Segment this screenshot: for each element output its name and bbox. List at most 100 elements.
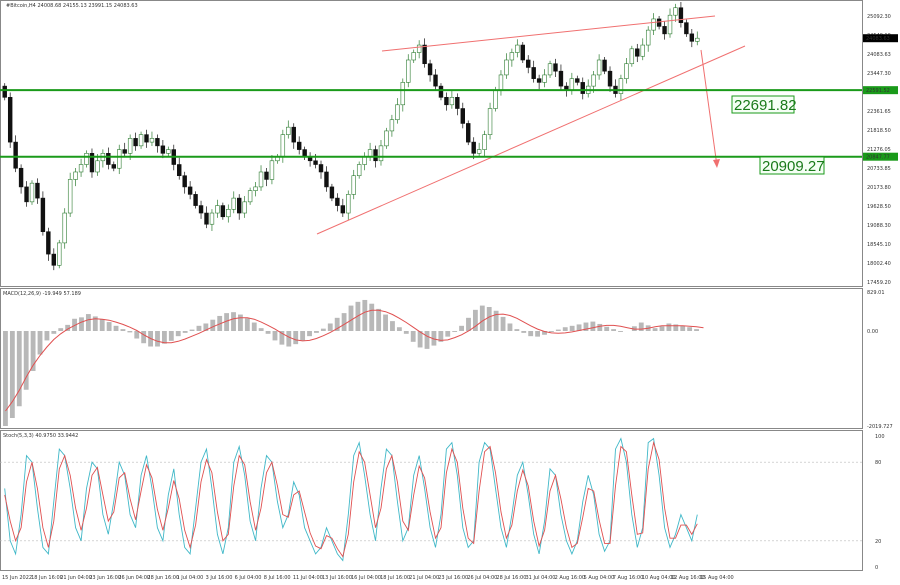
price-tag-label: 22591.52 [866, 88, 890, 94]
level-value-lower: 20909.27 [762, 158, 825, 175]
price-tick-label: 22361.65 [867, 109, 891, 115]
candle-body [422, 44, 427, 65]
candle-body [231, 197, 236, 210]
macd-series: 829.01 0.00 -2019.727 [3, 290, 893, 430]
projection-arrowhead [713, 159, 720, 168]
candle-body [635, 48, 640, 57]
candle-body [591, 74, 596, 87]
candle-body [482, 134, 487, 150]
candle-body [378, 145, 384, 162]
candle-body [117, 149, 122, 169]
time-tick-label: 28 Jun 16:00 [147, 575, 179, 581]
macd-scale-label: 0.00 [867, 329, 878, 335]
candle-body [84, 153, 89, 165]
time-tick-label: 23 Jul 16:00 [438, 575, 468, 581]
candle-body [569, 78, 575, 91]
candle-body [209, 212, 215, 225]
level-label-lower[interactable]: 20909.27 [759, 156, 825, 175]
candle-body [542, 74, 547, 83]
candle-body [504, 59, 509, 76]
candle-body [536, 78, 542, 83]
candle-body [13, 141, 18, 169]
candle-body [684, 22, 689, 35]
candle-body [476, 149, 482, 154]
candle-body [373, 149, 378, 162]
price-tick-label: 21276.05 [867, 147, 891, 153]
price-tick-label: 21818.50 [867, 128, 891, 134]
candle-body [253, 186, 258, 191]
candle-body [280, 134, 286, 158]
candle-body [144, 134, 149, 143]
candle-body [51, 253, 57, 266]
candle-body [580, 82, 585, 94]
candle-body [24, 186, 29, 203]
candle-body [149, 138, 155, 143]
candle-body [460, 108, 465, 124]
candle-body [384, 130, 389, 147]
stoch-series: 100 80 20 0 [0, 434, 885, 571]
candle-body [226, 209, 231, 218]
price-tick-label: 19628.50 [867, 204, 891, 210]
stoch-scale-label: 80 [875, 460, 881, 466]
time-tick-label: 15 Jun 2022 [2, 575, 32, 581]
candle-body [324, 171, 329, 188]
projection-arrow-line [700, 49, 718, 167]
candle-body [18, 167, 24, 188]
wedge-lower-line [316, 45, 746, 235]
candle-body [177, 164, 182, 177]
time-tick-label: 16 Jul 04:00 [351, 575, 381, 581]
price-tick-label: 18002.40 [867, 261, 891, 267]
candle-body [67, 179, 73, 214]
candlestick-series [2, 1, 700, 271]
candle-body [242, 201, 247, 214]
candle-body [531, 67, 536, 79]
candle-body [596, 59, 602, 76]
macd-signal-line [5, 309, 704, 412]
price-tag-box [863, 86, 898, 95]
candle-body [433, 74, 438, 87]
time-tick-label: 28 Jul 16:00 [496, 575, 526, 581]
candle-body [95, 160, 100, 173]
time-tick-label: 2 Aug 16:00 [555, 575, 586, 581]
candle-body [455, 97, 460, 109]
candle-body [35, 182, 40, 199]
candle-body [291, 126, 296, 143]
candle-body [689, 33, 695, 42]
candle-body [547, 63, 553, 76]
price-tag-label: 24083.63 [866, 36, 890, 42]
time-tick-label: 8 Jul 16:00 [264, 575, 291, 581]
candle-body [78, 164, 84, 173]
stoch-scale-label: 20 [875, 539, 881, 545]
candle-body [127, 138, 133, 154]
level-label-upper[interactable]: 22691.82 [731, 95, 797, 114]
candle-body [629, 48, 635, 65]
price-tag-box [863, 152, 898, 161]
time-tick-label: 31 Jul 04:00 [526, 575, 556, 581]
price-tag-label: 20847.77 [866, 155, 890, 161]
candle-body [57, 242, 62, 266]
time-tick-label: 7 Aug 16:00 [613, 575, 644, 581]
symbol-info: #Bitcoin,H4 24008.68 24155.13 23991.15 2… [6, 3, 138, 9]
candle-body [193, 194, 198, 206]
candle-body [286, 126, 291, 135]
candle-body [498, 74, 504, 91]
candle-body [182, 175, 187, 188]
candle-body [29, 182, 35, 203]
candle-body [645, 29, 651, 46]
candle-body [695, 37, 700, 42]
candle-body [411, 52, 416, 61]
time-tick-label: 23 Jun 16:00 [89, 575, 121, 581]
candle-body [406, 59, 411, 83]
time-tick-label: 18 Jun 16:00 [31, 575, 63, 581]
candle-body [395, 104, 400, 121]
candle-body [335, 197, 340, 206]
candle-body [269, 160, 275, 180]
candle-body [520, 44, 525, 61]
price-tick-label: 20733.85 [867, 166, 891, 172]
candle-body [62, 212, 67, 244]
time-tick-label: 5 Aug 04:00 [584, 575, 615, 581]
candle-body [40, 197, 46, 233]
candle-body [438, 85, 444, 98]
candle-body [667, 14, 673, 35]
